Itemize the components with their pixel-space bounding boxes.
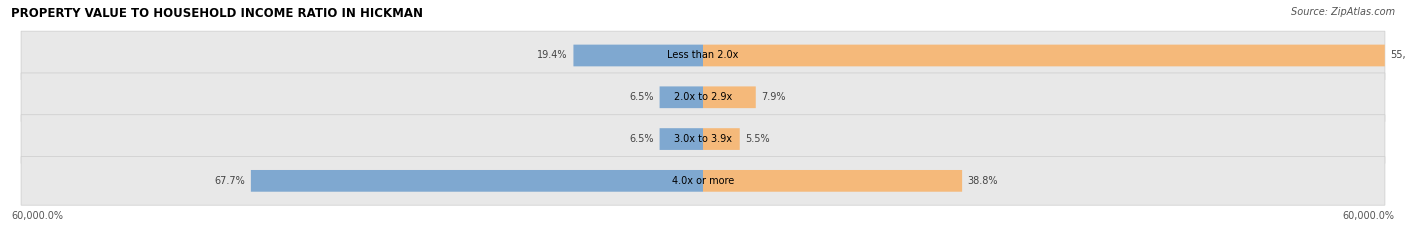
Text: 38.8%: 38.8% [967, 176, 998, 186]
Text: 6.5%: 6.5% [630, 134, 654, 144]
FancyBboxPatch shape [21, 115, 1385, 163]
FancyBboxPatch shape [703, 128, 740, 150]
FancyBboxPatch shape [703, 45, 1385, 66]
FancyBboxPatch shape [21, 31, 1385, 80]
Text: PROPERTY VALUE TO HOUSEHOLD INCOME RATIO IN HICKMAN: PROPERTY VALUE TO HOUSEHOLD INCOME RATIO… [11, 7, 423, 20]
Text: 60,000.0%: 60,000.0% [11, 211, 63, 221]
FancyBboxPatch shape [659, 128, 703, 150]
Text: 7.9%: 7.9% [762, 92, 786, 102]
Text: Source: ZipAtlas.com: Source: ZipAtlas.com [1291, 7, 1395, 17]
Text: 55,221.2%: 55,221.2% [1391, 51, 1406, 61]
Text: 4.0x or more: 4.0x or more [672, 176, 734, 186]
FancyBboxPatch shape [574, 45, 703, 66]
FancyBboxPatch shape [21, 157, 1385, 205]
FancyBboxPatch shape [703, 86, 756, 108]
Text: 5.5%: 5.5% [745, 134, 770, 144]
FancyBboxPatch shape [703, 170, 962, 192]
Text: 2.0x to 2.9x: 2.0x to 2.9x [673, 92, 733, 102]
Text: 19.4%: 19.4% [537, 51, 568, 61]
FancyBboxPatch shape [21, 73, 1385, 122]
Text: 6.5%: 6.5% [630, 92, 654, 102]
Text: 3.0x to 3.9x: 3.0x to 3.9x [673, 134, 733, 144]
FancyBboxPatch shape [659, 86, 703, 108]
FancyBboxPatch shape [250, 170, 703, 192]
Text: Less than 2.0x: Less than 2.0x [668, 51, 738, 61]
Text: 60,000.0%: 60,000.0% [1343, 211, 1395, 221]
Text: 67.7%: 67.7% [215, 176, 245, 186]
